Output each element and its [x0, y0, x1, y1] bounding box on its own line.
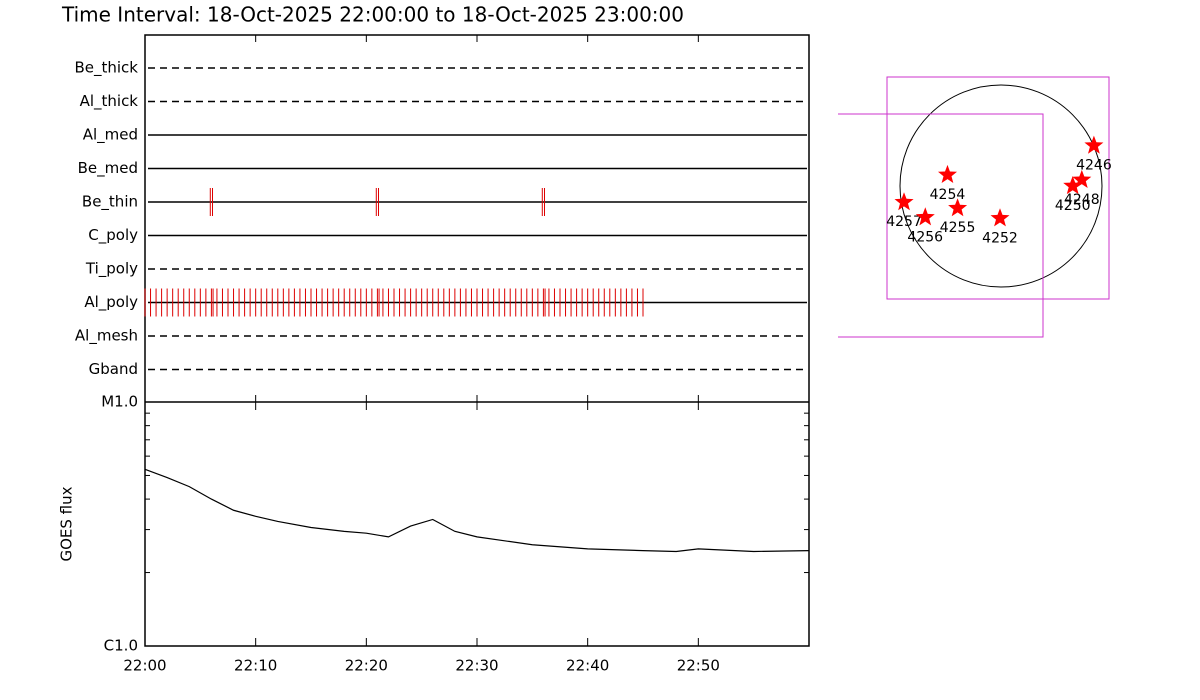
region-label: 4246 [1076, 158, 1112, 174]
region-star [938, 164, 957, 183]
filter-label: Be_thick [74, 59, 138, 78]
region-star [915, 207, 935, 226]
goes-curve [144, 468, 810, 553]
x-tick-label: 22:40 [566, 657, 609, 675]
region-label: 4250 [1055, 198, 1091, 214]
x-tick-label: 22:10 [234, 657, 277, 675]
filter-label: Al_med [83, 126, 138, 145]
filter-label: Be_thin [82, 193, 138, 212]
region-label: 4254 [930, 187, 966, 203]
x-tick-label: 22:20 [345, 657, 388, 675]
region-label: 4257 [886, 214, 922, 230]
filter-label: Gband [89, 360, 138, 378]
region-star [1072, 169, 1092, 188]
region-star [990, 208, 1010, 227]
y-tick-label: M1.0 [101, 393, 138, 411]
fov-box [886, 76, 1110, 300]
region-star [948, 198, 968, 217]
filter-label: Al_thick [80, 92, 139, 111]
filter-label: Al_poly [84, 293, 138, 312]
region-label: 4255 [940, 220, 976, 236]
plot-frame [144, 34, 810, 647]
filter-label: Be_med [78, 159, 138, 178]
region-label: 4252 [982, 230, 1018, 246]
region-star [1084, 135, 1104, 154]
filter-label: C_poly [88, 226, 138, 245]
region-star [1063, 176, 1083, 195]
region-label: 4256 [907, 229, 943, 245]
y-axis-label: GOES flux [58, 486, 76, 561]
filter-label: Al_mesh [75, 327, 138, 346]
region-label: 4248 [1064, 192, 1100, 208]
x-tick-label: 22:50 [677, 657, 720, 675]
x-tick-label: 22:00 [123, 657, 166, 675]
x-tick-label: 22:30 [455, 657, 498, 675]
y-tick-label: C1.0 [104, 637, 138, 655]
solar-disk [899, 84, 1103, 288]
fov-box [838, 113, 1044, 338]
filter-label: Ti_poly [85, 260, 138, 279]
title: Time Interval: 18-Oct-2025 22:00:00 to 1… [61, 3, 684, 27]
region-star [894, 192, 914, 211]
